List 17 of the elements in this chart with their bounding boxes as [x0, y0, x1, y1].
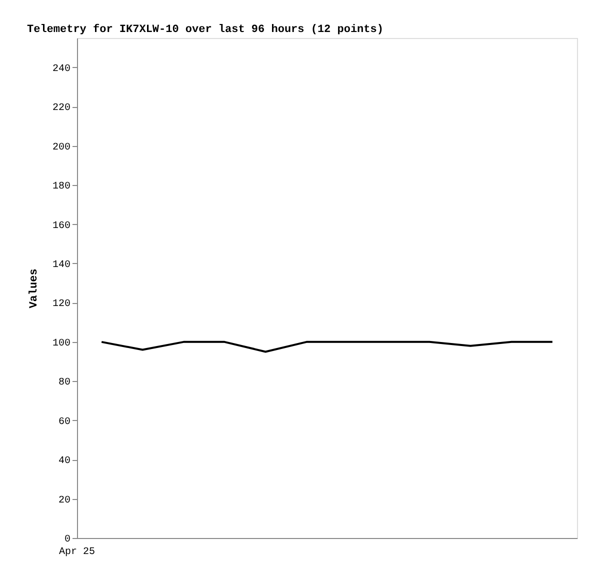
- y-tick-label: 240: [52, 64, 70, 75]
- y-axis-title: Values: [28, 268, 40, 308]
- line-series: [100, 340, 554, 353]
- y-tick-label: 60: [58, 416, 70, 428]
- y-tick-label: 20: [58, 495, 70, 506]
- y-tick-label: 0: [64, 534, 70, 546]
- y-tick-label: 120: [52, 299, 70, 310]
- y-tick-label: 140: [52, 260, 70, 271]
- y-tick-label: 220: [52, 103, 70, 114]
- text: Apr 25: [58, 547, 96, 558]
- y-tick-label: 180: [52, 182, 70, 193]
- y-tick-label: 100: [52, 338, 70, 350]
- y-tick-label: 200: [52, 142, 70, 154]
- chart-title: Telemetry for IK7XLW-10 over last 96 hours (12 points): [26, 23, 384, 36]
- y-tick-label: 160: [52, 220, 70, 232]
- y-tick-label: 40: [58, 456, 70, 468]
- y-tick-label: 80: [58, 378, 70, 389]
